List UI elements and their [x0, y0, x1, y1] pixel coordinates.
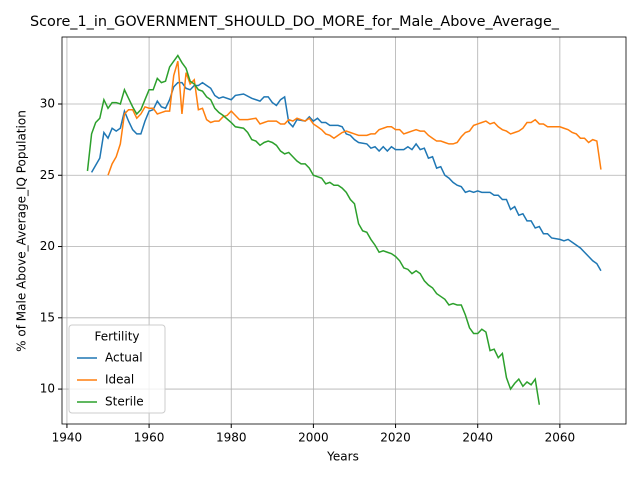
y-tick-label: 30 — [40, 96, 55, 110]
x-tick-label: 1940 — [52, 431, 83, 445]
x-tick-label: 1960 — [134, 431, 165, 445]
line-series — [90, 81, 602, 272]
x-tick-label: 2060 — [545, 431, 576, 445]
chart-title: Score_1_in_GOVERNMENT_SHOULD_DO_MORE_for… — [30, 14, 560, 30]
legend-box — [68, 324, 166, 414]
y-tick-label: 15 — [40, 310, 55, 324]
x-tick-label: 2020 — [380, 431, 411, 445]
legend-label: Sterile — [105, 395, 144, 409]
y-tick-label: 20 — [40, 239, 55, 253]
x-tick-label: 2040 — [462, 431, 493, 445]
y-tick-label: 25 — [40, 168, 55, 182]
x-tick-label: 2000 — [298, 431, 329, 445]
y-axis-label: % of Male Above_Average_IQ Population — [15, 110, 29, 352]
plot-frame — [61, 36, 627, 425]
legend-title: Fertility — [94, 330, 139, 344]
line-series — [86, 54, 541, 405]
line-series — [107, 61, 602, 176]
legend-label: Ideal — [105, 373, 134, 387]
x-axis-label: Years — [326, 450, 359, 464]
legend-label: Actual — [105, 351, 143, 365]
y-tick-label: 10 — [40, 382, 55, 396]
x-tick-label: 1980 — [216, 431, 247, 445]
